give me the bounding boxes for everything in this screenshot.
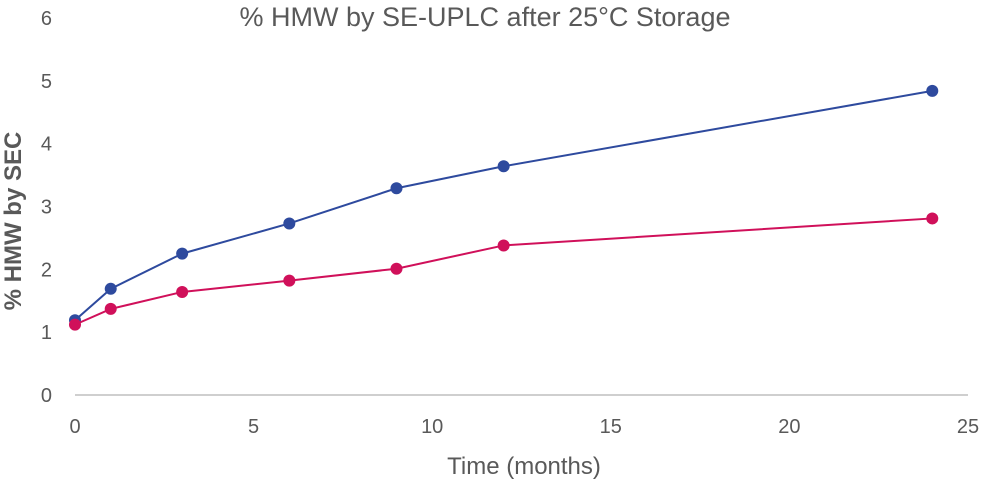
y-tick-label: 2 — [41, 259, 52, 281]
y-tick-label: 3 — [41, 197, 52, 219]
y-tick-label: 6 — [41, 8, 52, 30]
y-tick-label: 5 — [41, 71, 52, 93]
series-1-point — [497, 160, 510, 173]
y-tick-label: 0 — [41, 385, 52, 407]
series-2-line — [74, 217, 933, 326]
chart-title: % HMW by SE-UPLC after 25°C Storage — [240, 2, 731, 32]
series-2-point — [497, 239, 510, 252]
y-axis-ticks: 0 1 2 3 4 5 6 — [41, 8, 52, 407]
x-tick-label: 25 — [957, 416, 979, 438]
x-tick-label: 0 — [69, 416, 80, 438]
series-1-point — [283, 217, 296, 230]
x-tick-label: 10 — [421, 416, 443, 438]
x-tick-label: 5 — [248, 416, 259, 438]
series-1-line — [74, 89, 933, 321]
series-1-point — [104, 282, 117, 295]
series-1-point — [390, 182, 403, 195]
x-tick-label: 20 — [778, 416, 800, 438]
y-tick-label: 4 — [41, 134, 52, 156]
series-2-point — [390, 262, 403, 275]
x-tick-label: 15 — [600, 416, 622, 438]
series-2-point — [283, 274, 296, 287]
series-2-point — [69, 318, 81, 331]
series-1-point — [176, 247, 189, 260]
y-tick-label: 1 — [41, 322, 52, 344]
x-axis-title: Time (months) — [447, 453, 601, 480]
series-1-point — [926, 84, 939, 97]
series-2-point — [104, 302, 117, 315]
series-2-point — [926, 212, 939, 225]
series-layer — [69, 84, 939, 331]
y-axis-title: % HMW by SEC — [0, 132, 27, 311]
x-axis-ticks: 0 5 10 15 20 25 — [69, 416, 979, 438]
series-2-point — [176, 285, 189, 298]
